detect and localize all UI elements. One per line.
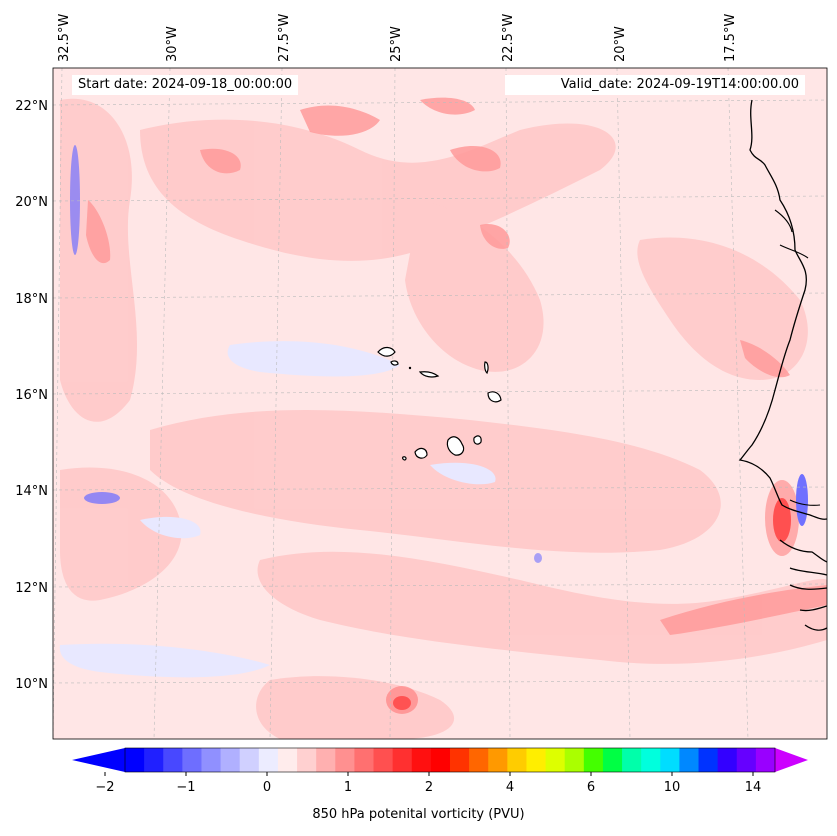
colorbar-swatch [641, 748, 661, 772]
colorbar-tick-label: 4 [506, 780, 514, 795]
lon-label: 22.5°W [501, 14, 516, 62]
map-panel [53, 68, 827, 739]
colorbar-swatch [373, 748, 394, 772]
colorbar-swatch [125, 748, 145, 772]
colorbar-swatch [507, 748, 528, 772]
lat-label: 18°N [15, 292, 48, 307]
colorbar-swatch [564, 748, 585, 772]
colorbar-tick-label: 10 [664, 780, 681, 795]
colorbar-swatch [239, 748, 260, 772]
coastline-south [779, 539, 827, 631]
colorbar-swatch [660, 748, 681, 772]
cape-verde-islands [377, 346, 502, 461]
colorbar-swatch [545, 748, 566, 772]
longitude-labels: 32.5°W 30°W 27.5°W 25°W 22.5°W 20°W 17.5… [57, 14, 738, 62]
colorbar-frame [124, 747, 776, 773]
colorbar-swatch [144, 748, 164, 772]
colorbar-swatch [583, 748, 604, 772]
colorbar-swatch [526, 748, 547, 772]
lat-label: 20°N [15, 195, 48, 210]
map-frame [52, 67, 828, 740]
colorbar-swatch [622, 748, 642, 772]
colorbar-swatch [450, 748, 470, 772]
coastline [738, 99, 827, 520]
colorbar-under-arrow [72, 748, 125, 772]
lat-label: 10°N [15, 677, 48, 692]
colorbar-swatch [316, 748, 336, 772]
colorbar-tick-labels: −2 −1 0 1 2 4 6 10 14 [95, 780, 761, 795]
latitude-labels: 22°N 20°N 18°N 16°N 14°N 12°N 10°N [15, 99, 48, 692]
lon-label: 30°W [165, 26, 180, 62]
graticule [53, 68, 827, 739]
pv-contours-strong-halo [386, 480, 799, 714]
colorbar-swatch [201, 748, 222, 772]
colorbar-swatch [717, 748, 738, 772]
lat-label: 12°N [15, 581, 48, 596]
lon-label: 17.5°W [723, 14, 738, 62]
colorbar-tick-label: 14 [745, 780, 762, 795]
lon-label: 32.5°W [57, 14, 72, 62]
colorbar-over-arrow [775, 748, 808, 772]
lat-label: 16°N [15, 388, 48, 403]
lon-label: 27.5°W [277, 14, 292, 62]
colorbar-tick-label: 1 [344, 780, 352, 795]
pv-contours-medium [86, 97, 827, 635]
colorbar-swatch [392, 748, 413, 772]
lat-label: 22°N [15, 99, 48, 114]
coastline-estuary [774, 209, 821, 506]
colorbar-tick-label: 6 [587, 780, 595, 795]
islet [408, 366, 412, 370]
colorbar-swatch [182, 748, 203, 772]
colorbar-swatch [602, 748, 623, 772]
colorbar-swatch [335, 748, 356, 772]
colorbar-swatch [277, 748, 298, 772]
colorbar-swatches [125, 748, 776, 772]
colorbar: −2 −1 0 1 2 4 6 10 14 [72, 747, 808, 795]
colorbar-swatch [755, 748, 776, 772]
colorbar-tick-label: −1 [176, 780, 195, 795]
lon-label: 25°W [389, 26, 404, 62]
lon-label: 20°W [613, 26, 628, 62]
colorbar-tick-label: 2 [425, 780, 433, 795]
colorbar-swatch [430, 748, 451, 772]
colorbar-swatch [679, 748, 700, 772]
colorbar-swatch [220, 748, 241, 772]
start-date-label: Start date: 2024-09-18_00:00:00 [72, 75, 299, 95]
colorbar-label: 850 hPa potenital vorticity (PVU) [312, 807, 525, 822]
colorbar-swatch [297, 748, 317, 772]
colorbar-tick-label: −2 [95, 780, 114, 795]
pv-contours-weak-negative [59, 341, 496, 678]
colorbar-swatch [488, 748, 508, 772]
lat-label: 14°N [15, 484, 48, 499]
colorbar-swatch [163, 748, 183, 772]
colorbar-swatch [469, 748, 489, 772]
colorbar-swatch [736, 748, 757, 772]
colorbar-tick-label: 0 [263, 780, 271, 795]
colorbar-swatch [354, 748, 375, 772]
valid-date-label: Valid_date: 2024-09-19T14:00:00.00 [505, 75, 805, 95]
colorbar-ticks [104, 772, 754, 776]
colorbar-swatch [411, 748, 432, 772]
colorbar-swatch [698, 748, 719, 772]
colorbar-swatch [258, 748, 279, 772]
